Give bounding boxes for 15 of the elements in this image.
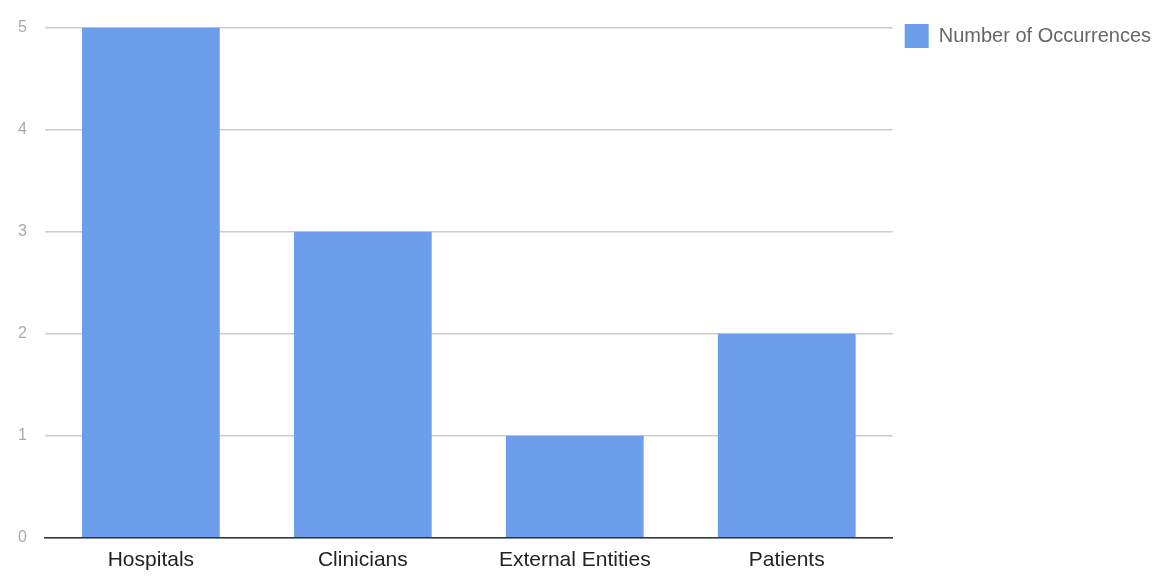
y-tick-label: 1: [17, 426, 27, 444]
y-tick-label: 3: [17, 222, 27, 240]
x-tick-label: Hospitals: [107, 547, 195, 571]
legend-label: Number of Occurrences: [938, 23, 1151, 46]
y-tick-label: 5: [17, 18, 27, 36]
bar: [505, 435, 644, 538]
y-tick-label: 2: [17, 324, 27, 342]
y-tick-label: 0: [17, 528, 27, 546]
bar: [81, 27, 220, 538]
x-tick-label: External Entities: [498, 547, 651, 571]
bar: [717, 333, 856, 538]
x-tick-label: Clinicians: [317, 547, 408, 571]
bar: [293, 231, 432, 538]
y-tick-label: 4: [17, 120, 27, 138]
x-tick-label: Patients: [748, 547, 825, 571]
